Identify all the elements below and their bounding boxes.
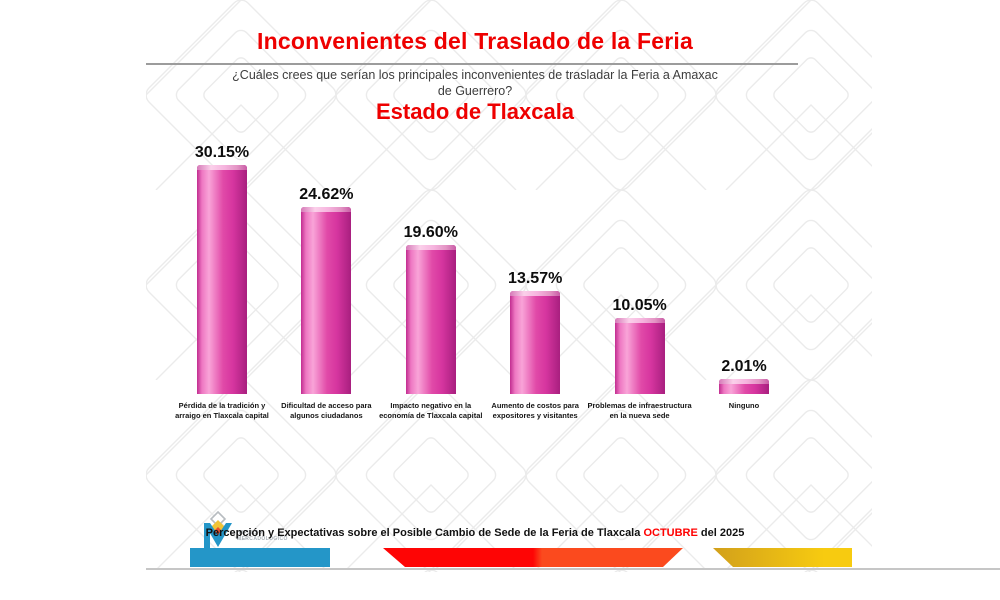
ribbon-segment-blue [190,548,330,567]
footer-baseline [146,568,1000,570]
bar-top-cap [197,165,247,170]
bar-category-label: Impacto negativo en la economía de Tlaxc… [379,401,483,420]
logo-caption-line2: MERCADOLÓGICO [237,536,288,543]
survey-question-line2: de Guerrero? [437,84,513,99]
footer-caption-month: OCTUBRE [643,527,698,539]
bar-value-label: 2.01% [721,358,767,375]
bar [301,207,352,394]
bar-top-cap [405,245,456,250]
page-title: Inconvenientes del Traslado de la Feria [256,28,693,54]
bar-category-label: Aumento de costos para expositores y vis… [491,401,579,420]
chart-region-subtitle: Estado de Tlaxcala [375,99,575,124]
bar [197,165,247,394]
ribbon-segment-yellow [713,548,852,567]
bar [510,291,561,394]
bar-top-cap [719,379,769,384]
bar [719,379,769,394]
logo-caption-line1: IMPULSO [237,530,263,536]
bar-value-label: 19.60% [403,224,458,241]
footer-caption-year: del 2025 [700,527,745,539]
bar-category-label: Ninguno [728,401,760,410]
bar-value-label: 10.05% [612,297,667,314]
bar [614,318,665,394]
survey-question-line1: ¿Cuáles crees que serían los principales… [232,68,718,82]
bar-category-label: Dificultad de acceso para algunos ciudad… [281,401,372,420]
bar-value-label: 24.62% [299,186,354,203]
footer-caption-text: Percepción y Expectativas sobre el Posib… [205,527,641,539]
company-logo [204,511,232,553]
bar-value-label: 13.57% [508,270,563,287]
title-underline [146,63,798,65]
bar-top-cap [510,291,561,296]
logo-caption: IMPULSO MERCADOLÓGICO [237,530,288,543]
bar-top-cap [614,318,665,323]
ribbon-segment-red-orange [383,548,683,567]
bar-top-cap [301,207,352,212]
bar-value-label: 30.15% [194,144,250,161]
bar [405,245,456,394]
footer-caption: Percepción y Expectativas sobre el Posib… [150,527,800,539]
bar-category-label: Pérdida de la tradición y arraigo en Tla… [175,401,269,420]
bar-category-label: Problemas de infraestructura en la nueva… [587,401,692,420]
survey-question: ¿Cuáles crees que serían los principales… [150,67,800,100]
